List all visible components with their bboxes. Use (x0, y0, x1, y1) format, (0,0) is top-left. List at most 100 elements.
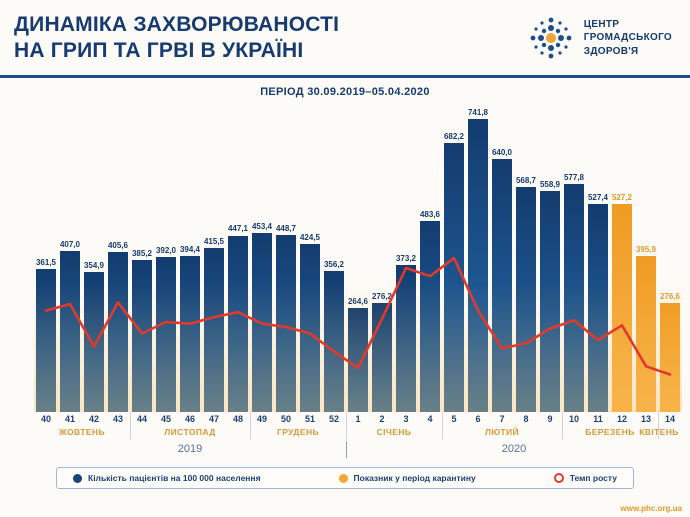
growth-line (44, 256, 672, 376)
year-divider (346, 441, 347, 458)
bar-slot: 407,0 (58, 104, 82, 412)
bar-value-label: 415,5 (203, 236, 225, 246)
month-label: ГРУДЕНЬ (276, 427, 320, 437)
bar (396, 264, 416, 412)
bar-slot: 527,4 (586, 104, 610, 412)
bar-slot: 483,6 (418, 104, 442, 412)
month-label: ЛИСТОПАД (164, 427, 216, 437)
bar (468, 119, 488, 412)
bar-slot: 395,9 (634, 104, 658, 412)
year-axis: 2019 2020 (34, 439, 682, 461)
month-divider (130, 412, 131, 439)
bar (492, 159, 512, 412)
bar-slot: 527,2 (610, 104, 634, 412)
bar-value-label: 453,4 (251, 221, 273, 231)
bar-slot: 264,6 (346, 104, 370, 412)
bar (60, 251, 80, 412)
bar (36, 269, 56, 412)
month-label: КВІТЕНЬ (639, 427, 679, 437)
bar-slot: 741,8 (466, 104, 490, 412)
page-title-line2: НА ГРИП ТА ГРВІ В УКРАЇНІ (14, 38, 304, 62)
phc-logo-text-line1: ЦЕНТР (583, 19, 620, 31)
phc-logo-text: ЦЕНТР ГРОМАДСЬКОГО ЗДОРОВ'Я (584, 18, 672, 58)
bar-value-label: 361,5 (35, 258, 57, 268)
bar (84, 271, 104, 412)
bar-quarantine (660, 302, 680, 412)
bar-value-label: 741,8 (467, 108, 489, 118)
week-label: 52 (328, 414, 339, 424)
week-label: 47 (208, 414, 219, 424)
legend-label-growth: Темп росту (569, 473, 617, 483)
legend-item-growth: Темп росту (553, 473, 617, 483)
bar-slot: 356,2 (322, 104, 346, 412)
header-divider (0, 75, 690, 78)
page-title-line1: ДИНАМІКА ЗАХВОРЮВАНОСТІ (14, 13, 340, 36)
bar-slot: 682,2 (442, 104, 466, 412)
bar-slot: 568,7 (514, 104, 538, 412)
website-link[interactable]: www.phc.org.ua (620, 504, 682, 513)
week-label: 40 (40, 414, 51, 424)
bar-slot: 392,0 (154, 104, 178, 412)
legend-item-quarantine: Показник у період карантину (338, 473, 476, 483)
bars-container: 361,5 407,0 354,9 405,6 385,2 392,0 394,4 415,5… (34, 104, 682, 412)
bar (588, 203, 608, 412)
bar (132, 259, 152, 412)
bar-slot: 448,7 (274, 104, 298, 412)
blue-dot-icon (73, 473, 82, 483)
week-label: 46 (184, 414, 195, 424)
week-label: 43 (112, 414, 123, 424)
legend-item-patients: Кількість пацієнтів на 100 000 населення (73, 473, 261, 483)
week-label: 50 (280, 414, 291, 424)
month-label: БЕРЕЗЕНЬ (585, 427, 635, 437)
bar-value-label: 385,2 (131, 248, 153, 258)
bar (420, 221, 440, 412)
bar (228, 235, 248, 412)
week-label: 3 (403, 414, 409, 424)
bar-value-label: 640,0 (491, 148, 513, 158)
bar-value-label: 568,7 (515, 176, 537, 186)
year-2019-label: 2019 (177, 443, 203, 455)
bar-slot: 415,5 (202, 104, 226, 412)
bar-slot: 447,1 (226, 104, 250, 412)
week-label: 2 (379, 414, 385, 424)
bar-value-label: 394,4 (179, 245, 201, 255)
week-label: 45 (160, 414, 171, 424)
bar-slot: 373,2 (394, 104, 418, 412)
week-label: 8 (523, 414, 529, 424)
month-divider (658, 412, 659, 439)
bar-slot: 394,4 (178, 104, 202, 412)
bar-slot: 354,9 (82, 104, 106, 412)
phc-logo: ЦЕНТР ГРОМАДСЬКОГО ЗДОРОВ'Я (527, 14, 672, 62)
week-label: 5 (451, 414, 457, 424)
bar-quarantine (636, 255, 656, 412)
bar-value-label: 276,2 (371, 291, 393, 301)
orange-dot-icon (338, 473, 348, 483)
bar-value-label: 356,2 (323, 260, 345, 270)
week-label: 12 (616, 414, 627, 424)
week-axis: 40 41 42 43 44 45 46 47 48 49 50 51 52 1 2 3 4 5 6 7 8 9 10 11 1… (34, 412, 682, 426)
legend: Кількість пацієнтів на 100 000 населення… (56, 467, 634, 489)
bar (204, 247, 224, 412)
bar (564, 183, 584, 412)
bar-value-label: 392,0 (155, 246, 177, 256)
bar (348, 307, 368, 412)
bar-value-label: 424,5 (299, 233, 321, 243)
bar-slot: 405,6 (106, 104, 130, 412)
week-label: 49 (256, 414, 267, 424)
month-axis: ЖОВТЕНЬ ЛИСТОПАД ГРУДЕНЬ СІЧЕНЬ ЛЮТИЙ БЕРЕЗЕН… (34, 412, 682, 439)
bar (300, 244, 320, 412)
bar-value-label: 558,9 (539, 180, 561, 190)
week-label: 11 (593, 414, 603, 424)
month-divider (442, 412, 443, 439)
week-label: 4 (427, 414, 433, 424)
week-label: 48 (232, 414, 243, 424)
month-divider (250, 412, 251, 439)
week-label: 1 (355, 414, 361, 424)
phc-logo-text-line3: ЗДОРОВ'Я (583, 45, 639, 57)
bar-slot: 385,2 (130, 104, 154, 412)
bar-value-label: 527,2 (611, 192, 633, 202)
bar-value-label: 373,2 (395, 253, 417, 263)
bar-value-label: 483,6 (419, 210, 441, 220)
plot-area: 361,5 407,0 354,9 405,6 385,2 392,0 394,4 415,5… (34, 104, 682, 412)
